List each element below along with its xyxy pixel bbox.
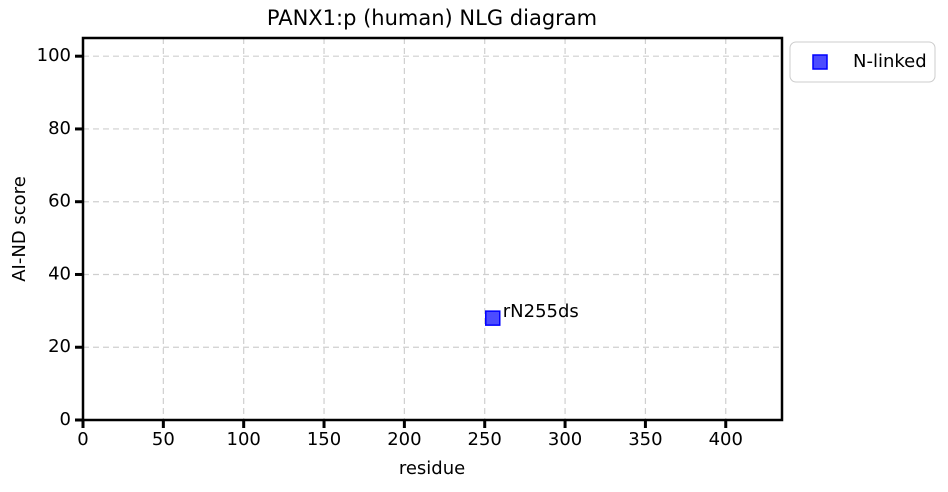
legend-box: [789, 41, 936, 83]
y-tick-label: 100: [37, 45, 71, 66]
x-tick-label: 100: [227, 429, 261, 450]
x-axis-label: residue: [399, 458, 465, 479]
grid: [82, 38, 782, 421]
x-tick-label: 200: [387, 429, 421, 450]
x-tick-label: 350: [628, 429, 662, 450]
x-tick-label: 150: [307, 429, 341, 450]
y-axis-label: AI-ND score: [9, 176, 30, 282]
x-tick-label: 300: [548, 429, 582, 450]
plot-frame: [81, 36, 784, 422]
y-tick-label: 0: [60, 409, 71, 430]
y-tick-label: 40: [48, 263, 71, 284]
point: [485, 310, 501, 326]
chart-title: PANX1:p (human) NLG diagram: [267, 6, 597, 30]
x-tick-label: 0: [77, 429, 88, 450]
point-label: rN255ds: [503, 301, 579, 322]
y-tick-label: 20: [48, 336, 71, 357]
legend-marker: [812, 54, 828, 70]
x-tick-label: 50: [152, 429, 175, 450]
legend-label: N-linked: [853, 51, 927, 72]
x-tick-label: 250: [468, 429, 502, 450]
y-tick-label: 60: [48, 191, 71, 212]
y-tick-label: 80: [48, 118, 71, 139]
x-tick-label: 400: [709, 429, 743, 450]
